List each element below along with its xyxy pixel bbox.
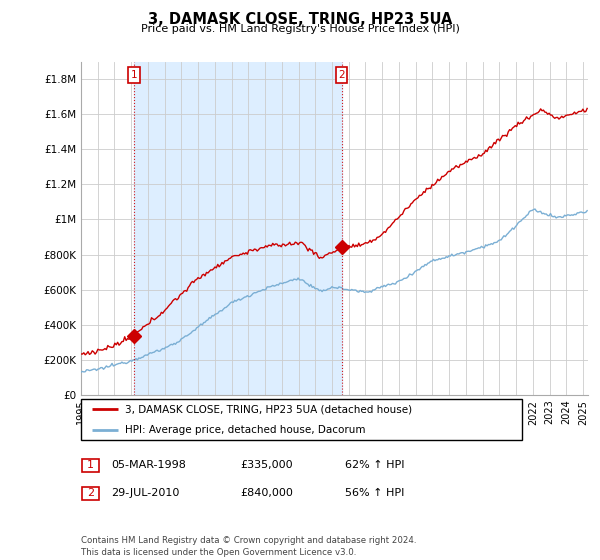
Text: 2: 2: [87, 488, 94, 498]
Bar: [134, 62, 341, 395]
Text: 2: 2: [338, 70, 345, 80]
Text: 29-JUL-2010: 29-JUL-2010: [111, 488, 179, 498]
Text: 56% ↑ HPI: 56% ↑ HPI: [345, 488, 404, 498]
Text: 3, DAMASK CLOSE, TRING, HP23 5UA (detached house): 3, DAMASK CLOSE, TRING, HP23 5UA (detach…: [125, 404, 412, 414]
Text: 3, DAMASK CLOSE, TRING, HP23 5UA: 3, DAMASK CLOSE, TRING, HP23 5UA: [148, 12, 452, 27]
Text: £335,000: £335,000: [240, 460, 293, 470]
Text: Price paid vs. HM Land Registry's House Price Index (HPI): Price paid vs. HM Land Registry's House …: [140, 24, 460, 34]
Text: HPI: Average price, detached house, Dacorum: HPI: Average price, detached house, Daco…: [125, 424, 365, 435]
Text: £840,000: £840,000: [240, 488, 293, 498]
Text: 1: 1: [87, 460, 94, 470]
Text: 62% ↑ HPI: 62% ↑ HPI: [345, 460, 404, 470]
Text: 05-MAR-1998: 05-MAR-1998: [111, 460, 186, 470]
Text: 1: 1: [131, 70, 137, 80]
Text: Contains HM Land Registry data © Crown copyright and database right 2024.
This d: Contains HM Land Registry data © Crown c…: [81, 536, 416, 557]
